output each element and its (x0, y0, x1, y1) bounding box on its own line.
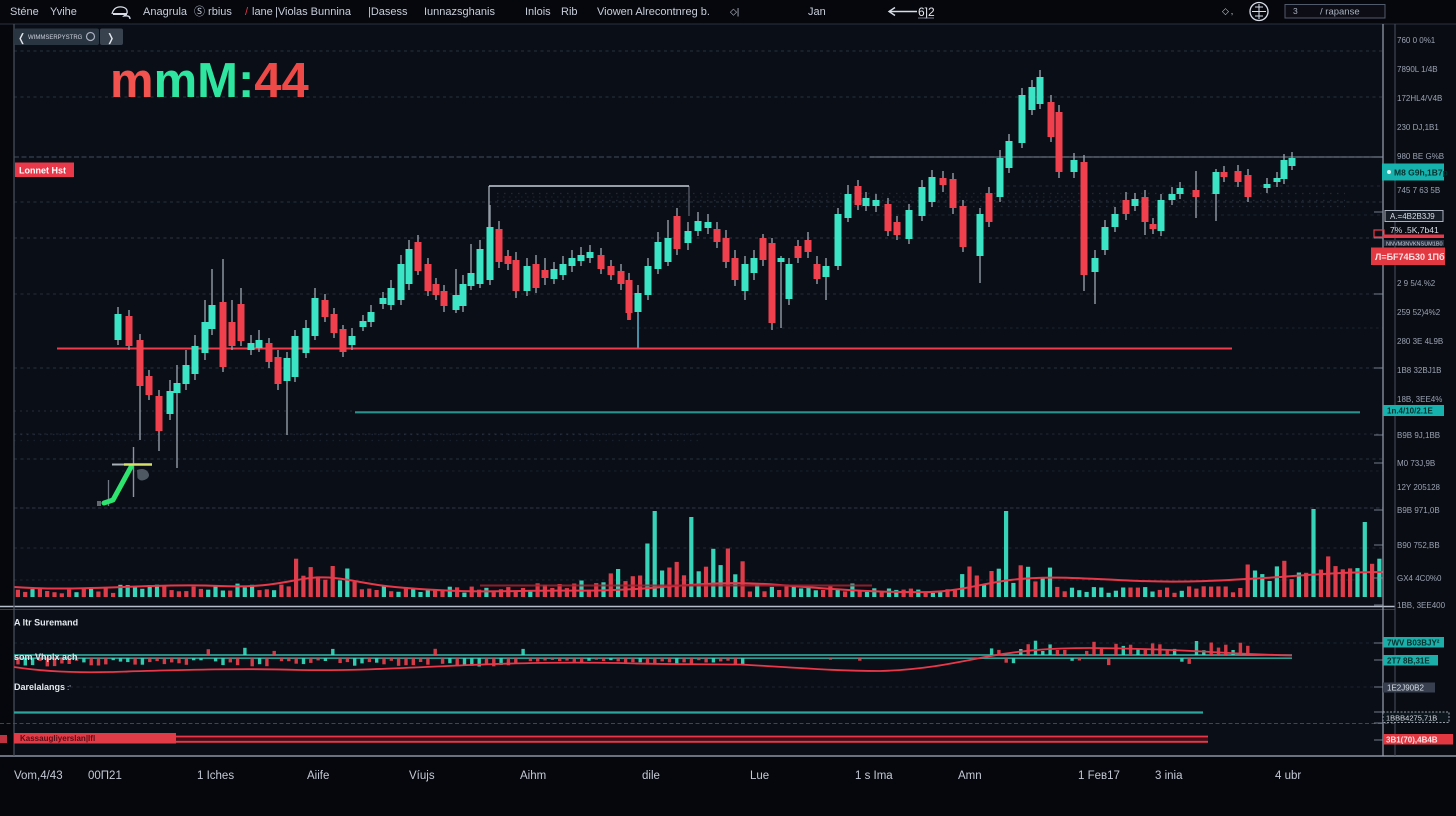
svg-text:3 inia: 3 inia (1155, 770, 1183, 782)
svg-text:A ltr Suremand: A ltr Suremand (14, 618, 78, 628)
svg-text:980 BE G%B: 980 BE G%B (1397, 152, 1444, 161)
svg-text:7% .5K,7b41: 7% .5K,7b41 (1390, 225, 1439, 235)
svg-text:4 ubr: 4 ubr (1275, 770, 1301, 782)
svg-text:Lue: Lue (750, 770, 769, 782)
svg-text:/ rapanse: / rapanse (1320, 7, 1360, 18)
svg-text:1B8 32BJ1B: 1B8 32BJ1B (1397, 366, 1441, 375)
svg-text:WIMMSERPYSTRG: WIMMSERPYSTRG (28, 35, 83, 41)
svg-text:230 DJ,1B1: 230 DJ,1B1 (1397, 123, 1439, 132)
svg-text:Ⓢ rbius: Ⓢ rbius (194, 5, 232, 18)
svg-text:Anagrula: Anagrula (143, 6, 188, 18)
svg-text:00П21: 00П21 (88, 770, 122, 782)
svg-text:Kassaugliyerslan|Ifl: Kassaugliyerslan|Ifl (20, 734, 95, 743)
svg-text:Vom,4/43: Vom,4/43 (14, 770, 63, 782)
svg-text:3: 3 (1293, 6, 1298, 16)
svg-text:7890L 1/4B: 7890L 1/4B (1397, 65, 1438, 74)
svg-text:3B1(70),4B4B: 3B1(70),4B4B (1386, 736, 1438, 745)
svg-text:B9B 971,0B: B9B 971,0B (1397, 506, 1440, 515)
svg-text:Л=БF74Б30 1Пб: Л=БF74Б30 1Пб (1375, 252, 1445, 262)
svg-text:Rib: Rib (561, 6, 578, 18)
svg-text:2 9 5/4.%2: 2 9 5/4.%2 (1397, 279, 1436, 288)
svg-text:1 s Ima: 1 s Ima (855, 770, 893, 782)
svg-text:259 52)4%2: 259 52)4%2 (1397, 308, 1441, 317)
svg-text:❬: ❬ (17, 33, 26, 45)
svg-text:som Vhplx ach: som Vhplx ach (14, 652, 78, 662)
svg-text:M0 73J,9B: M0 73J,9B (1397, 459, 1435, 468)
svg-text:1 Iches: 1 Iches (197, 770, 234, 782)
svg-text:Yvihe: Yvihe (50, 6, 77, 18)
svg-text:Darelalangs :': Darelalangs :' (14, 682, 71, 692)
svg-text:1E2J90B2: 1E2J90B2 (1387, 684, 1424, 693)
svg-text:A.=4B2B3J9: A.=4B2B3J9 (1390, 212, 1435, 221)
svg-text:Aiife: Aiife (307, 770, 329, 782)
svg-text:7WV B03BJY²: 7WV B03BJY² (1387, 639, 1440, 648)
svg-text:1n.4/10/2.1E: 1n.4/10/2.1E (1387, 407, 1433, 416)
svg-text:GX4 4C0%0: GX4 4C0%0 (1397, 574, 1442, 583)
svg-text:◇ ,: ◇ , (1222, 6, 1233, 16)
svg-text:18B, 3EE4%: 18B, 3EE4% (1397, 395, 1442, 404)
svg-text:|Dasess: |Dasess (368, 6, 408, 18)
svg-text:NNVM3NVKNSUM1B0: NNVM3NVKNSUM1B0 (1386, 242, 1443, 248)
svg-text:745 7 63 5B: 745 7 63 5B (1397, 186, 1440, 195)
svg-text:6]2: 6]2 (918, 5, 935, 19)
svg-text:lane |Violas Bunnina: lane |Violas Bunnina (252, 6, 352, 18)
svg-text:/: / (245, 6, 249, 18)
svg-text:Viowen Alrecontnreg b.: Viowen Alrecontnreg b. (597, 6, 710, 18)
svg-text:B9B 9J,1BB: B9B 9J,1BB (1397, 431, 1440, 440)
svg-text:Lonnet Hst: Lonnet Hst (19, 166, 66, 176)
svg-text:M8 G9h,1B7p: M8 G9h,1B7p (1394, 168, 1448, 178)
svg-text:Iunnazsghanis: Iunnazsghanis (424, 6, 495, 18)
svg-text:12Y 205128: 12Y 205128 (1397, 483, 1441, 492)
svg-text:Sténe: Sténe (10, 6, 39, 18)
svg-text:172HL4/V4B: 172HL4/V4B (1397, 94, 1442, 103)
svg-text:Amn: Amn (958, 770, 982, 782)
svg-text:2T7 8B,31E: 2T7 8B,31E (1387, 657, 1430, 666)
svg-text:280 3E 4L9B: 280 3E 4L9B (1397, 337, 1443, 346)
svg-text:Inlois: Inlois (525, 6, 551, 18)
svg-text:1BB, 3EE400: 1BB, 3EE400 (1397, 601, 1446, 610)
svg-text:1 Feв17: 1 Feв17 (1078, 770, 1120, 782)
svg-text:dile: dile (642, 770, 660, 782)
svg-text:1BBB4275,71B: 1BBB4275,71B (1386, 714, 1437, 723)
svg-text:mmM:44: mmM:44 (110, 54, 309, 108)
svg-text:B90 752,BB: B90 752,BB (1397, 541, 1440, 550)
svg-text:Aihm: Aihm (520, 770, 546, 782)
svg-text:Jan: Jan (808, 6, 826, 18)
svg-text:❭: ❭ (106, 33, 115, 45)
svg-text:760 0 0%1: 760 0 0%1 (1397, 36, 1436, 45)
svg-text:Víujs: Víujs (409, 770, 435, 782)
svg-text:◇|: ◇| (730, 7, 739, 17)
